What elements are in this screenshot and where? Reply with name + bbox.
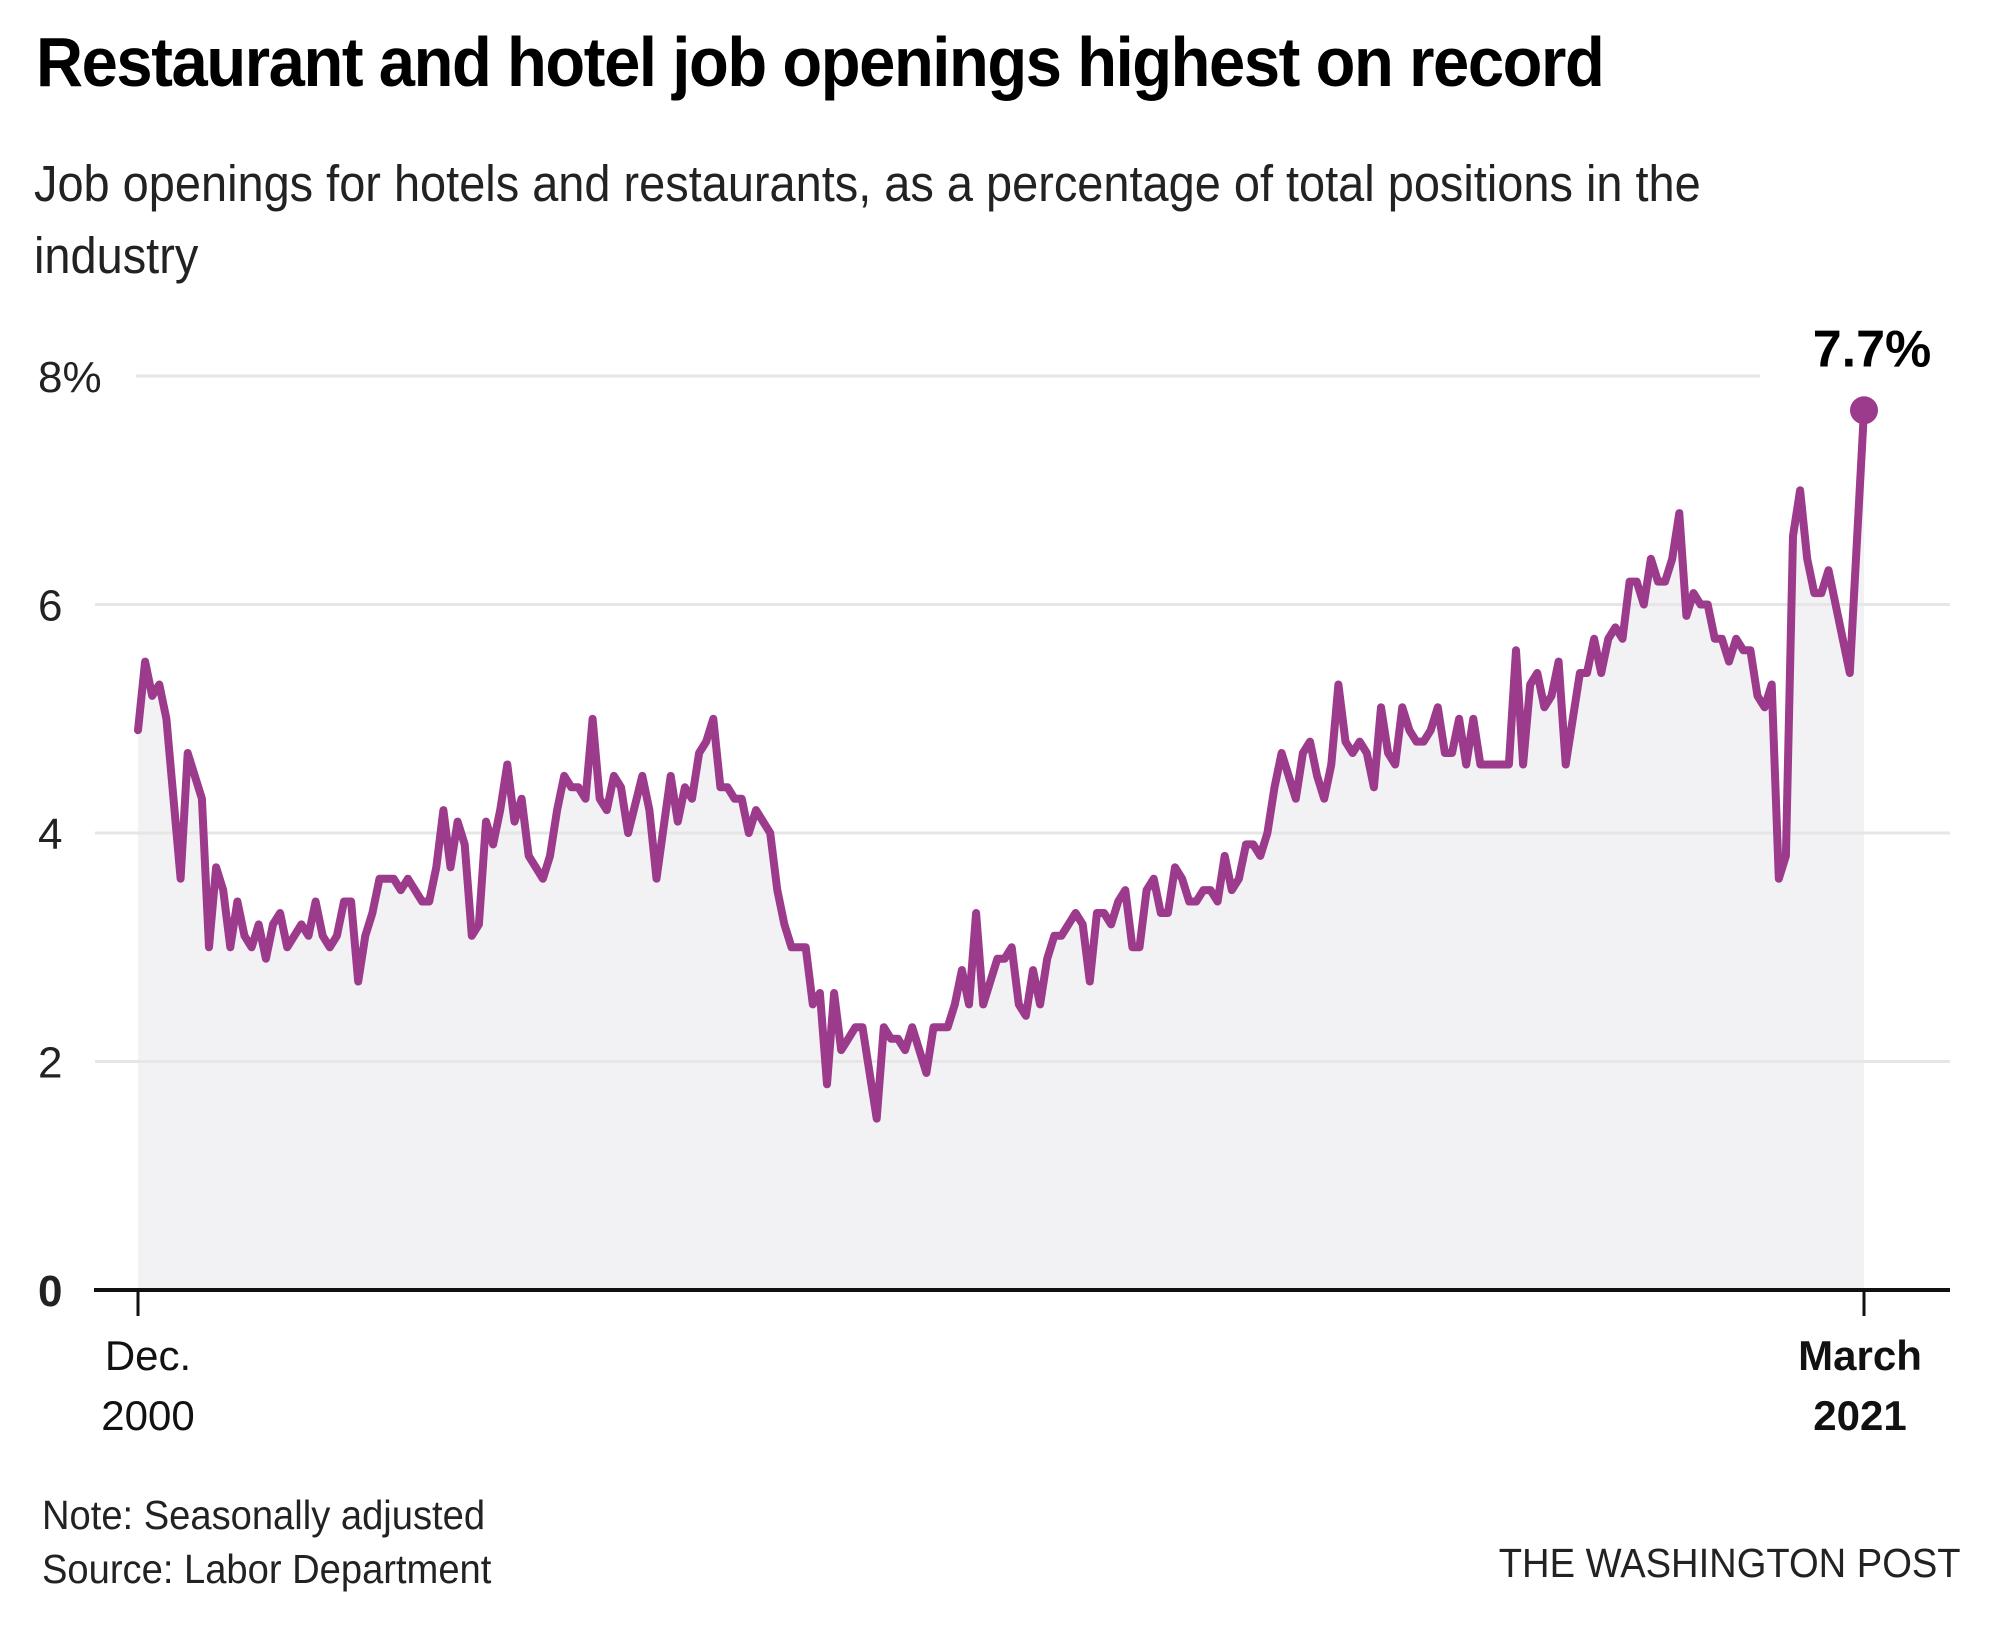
x-tick-label-year: 2000 <box>101 1392 194 1439</box>
publisher-credit: THE WASHINGTON POST <box>1499 1540 1961 1586</box>
y-axis: 0 2 4 6 8% <box>38 353 102 1316</box>
x-tick-label-year: 2021 <box>1813 1392 1906 1439</box>
endpoint-label: 7.7% <box>1813 320 1932 378</box>
y-tick-label: 6 <box>38 582 62 631</box>
chart-title: Restaurant and hotel job openings highes… <box>36 23 1605 101</box>
series-layer <box>134 406 1868 1123</box>
x-axis: Dec. 2000 March 2021 <box>94 1288 1950 1439</box>
source-text: Source: Labor Department <box>42 1546 492 1592</box>
note-text: Note: Seasonally adjusted <box>42 1492 486 1538</box>
x-tick-label-month: March <box>1798 1332 1922 1379</box>
y-tick-label: 4 <box>38 810 62 859</box>
y-tick-label: 8% <box>38 353 102 402</box>
chart-subtitle: Job openings for hotels and restaurants,… <box>34 155 1701 284</box>
x-tick-label-month: Dec. <box>105 1332 191 1379</box>
y-tick-label: 2 <box>38 1039 62 1088</box>
chart-note: Note: Seasonally adjusted Source: Labor … <box>42 1488 491 1596</box>
y-tick-label: 0 <box>38 1267 62 1316</box>
plot-area <box>138 410 1864 1290</box>
annotations: 7.7% <box>1813 320 1932 425</box>
endpoint-marker <box>1850 396 1878 425</box>
area-fill <box>138 410 1864 1290</box>
series-line <box>134 406 1868 1123</box>
